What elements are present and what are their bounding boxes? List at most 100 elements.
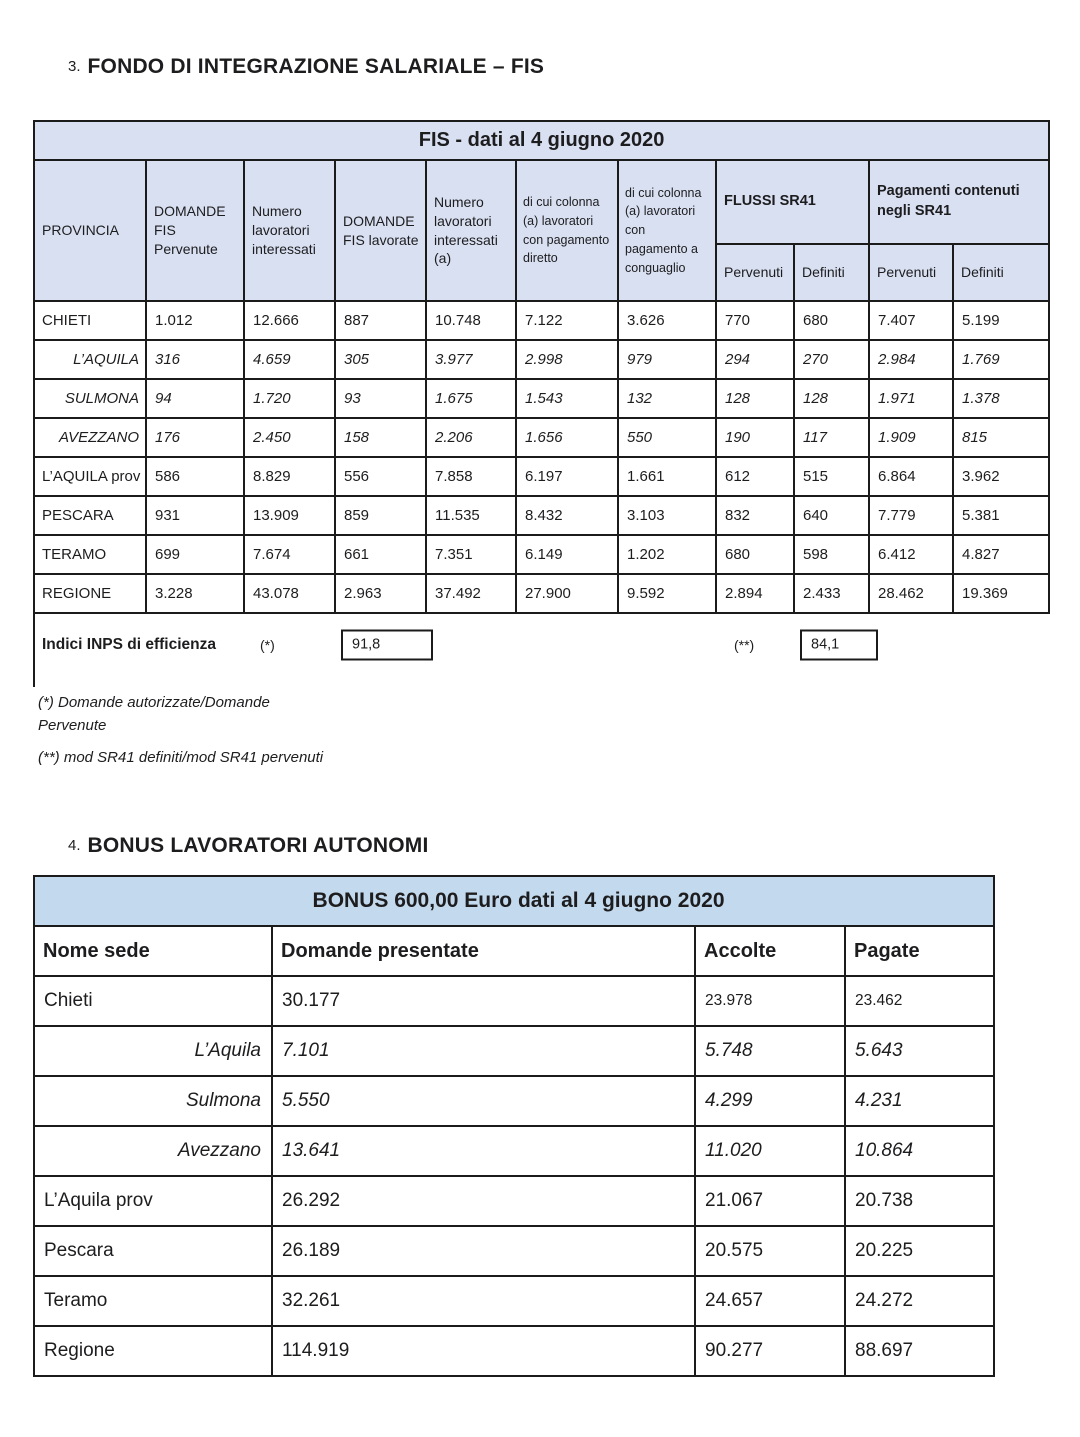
efficiency-indices-row: Indici INPS di efficienza (*) 91,8 (**) … bbox=[33, 603, 1048, 687]
col-header-flussi-pervenuti: Pervenuti bbox=[715, 243, 795, 302]
table-row: Teramo 32.261 24.657 24.272 bbox=[33, 1275, 996, 1327]
value-cell: 2.894 bbox=[715, 573, 795, 614]
value-cell: 6.197 bbox=[515, 456, 619, 497]
provincia-cell: L’AQUILA bbox=[33, 339, 147, 380]
value-cell: 24.272 bbox=[843, 1275, 996, 1327]
table-row: L’AQUILA prov 586 8.829 556 7.858 6.197 1.661 6… bbox=[33, 456, 1051, 497]
value-cell: 10.748 bbox=[425, 300, 517, 341]
col-header-pagamento-conguaglio: di cui colonna (a) lavoratori con pagame… bbox=[617, 159, 717, 302]
value-cell: 8.829 bbox=[243, 456, 336, 497]
value-cell: 640 bbox=[793, 495, 870, 536]
table-row: L’Aquila prov 26.292 21.067 20.738 bbox=[33, 1175, 996, 1227]
value-cell: 1.661 bbox=[617, 456, 717, 497]
value-cell: 979 bbox=[617, 339, 717, 380]
sede-cell: Sulmona bbox=[33, 1075, 273, 1127]
bonus-table-title: BONUS 600,00 Euro dati al 4 giugno 2020 bbox=[32, 875, 996, 927]
value-cell: 7.779 bbox=[868, 495, 954, 536]
table-row: SULMONA 94 1.720 93 1.675 1.543 132 128 128 1.971… bbox=[33, 378, 1051, 419]
value-cell: 7.101 bbox=[271, 1025, 696, 1077]
value-cell: 294 bbox=[715, 339, 795, 380]
star-note-2: (**) bbox=[734, 637, 755, 653]
efficiency-value-2: 84,1 bbox=[800, 629, 878, 661]
table-row: Regione 114.919 90.277 88.697 bbox=[33, 1325, 996, 1377]
sede-cell: Regione bbox=[33, 1325, 273, 1377]
footnote-star-line2: Pervenute bbox=[38, 717, 107, 734]
footnotes: (*) Domande autorizzate/Domande Pervenut… bbox=[38, 691, 323, 769]
section-3-title: FONDO DI INTEGRAZIONE SALARIALE – FIS bbox=[87, 55, 545, 78]
value-cell: 887 bbox=[334, 300, 427, 341]
bonus-table: BONUS 600,00 Euro dati al 4 giugno 2020 … bbox=[32, 875, 996, 1377]
table-row: AVEZZANO 176 2.450 158 2.206 1.656 550 190 117 1.… bbox=[33, 417, 1051, 458]
provincia-cell: SULMONA bbox=[33, 378, 147, 419]
value-cell: 612 bbox=[715, 456, 795, 497]
value-cell: 586 bbox=[145, 456, 245, 497]
value-cell: 815 bbox=[951, 417, 1051, 458]
section-4-number: 4. bbox=[68, 837, 81, 854]
value-cell: 3.103 bbox=[617, 495, 717, 536]
value-cell: 11.020 bbox=[694, 1125, 846, 1177]
sede-cell: Chieti bbox=[33, 975, 273, 1027]
table-row: Pescara 26.189 20.575 20.225 bbox=[33, 1225, 996, 1277]
col-header-numero-lavoratori: Numero lavoratori interessati bbox=[243, 159, 336, 302]
value-cell: 661 bbox=[334, 534, 427, 575]
value-cell: 5.550 bbox=[271, 1075, 696, 1127]
star-note-1: (*) bbox=[260, 637, 275, 653]
value-cell: 598 bbox=[793, 534, 870, 575]
table-row: REGIONE 3.228 43.078 2.963 37.492 27.900 9.592… bbox=[33, 573, 1051, 614]
provincia-cell: CHIETI bbox=[33, 300, 147, 341]
value-cell: 931 bbox=[145, 495, 245, 536]
value-cell: 1.720 bbox=[243, 378, 336, 419]
value-cell: 305 bbox=[334, 339, 427, 380]
value-cell: 550 bbox=[617, 417, 717, 458]
value-cell: 2.984 bbox=[868, 339, 954, 380]
group-header-pagamenti-sr41: Pagamenti contenuti negli SR41 bbox=[867, 159, 1051, 245]
col-header-domande-lavorate: DOMANDE FIS lavorate bbox=[334, 159, 427, 302]
value-cell: 1.378 bbox=[951, 378, 1051, 419]
col-header-domande-pervenute: DOMANDE FIS Pervenute bbox=[145, 159, 245, 302]
col-header-pagamento-diretto: di cui colonna (a) lavoratori con pagame… bbox=[515, 159, 619, 302]
value-cell: 28.462 bbox=[868, 573, 954, 614]
section-3-heading: 3. FONDO DI INTEGRAZIONE SALARIALE – FIS bbox=[68, 52, 544, 80]
value-cell: 23.462 bbox=[843, 975, 996, 1027]
col-header-numero-lavoratori-a: Numero lavoratori interessati (a) bbox=[425, 159, 517, 302]
value-cell: 3.962 bbox=[951, 456, 1051, 497]
value-cell: 515 bbox=[793, 456, 870, 497]
sede-cell: L’Aquila prov bbox=[33, 1175, 273, 1227]
section-4-heading: 4. BONUS LAVORATORI AUTONOMI bbox=[68, 831, 429, 859]
value-cell: 190 bbox=[715, 417, 795, 458]
value-cell: 13.641 bbox=[271, 1125, 696, 1177]
provincia-cell: PESCARA bbox=[33, 495, 147, 536]
value-cell: 5.748 bbox=[694, 1025, 846, 1077]
value-cell: 12.666 bbox=[243, 300, 336, 341]
value-cell: 90.277 bbox=[694, 1325, 846, 1377]
section-4-title: BONUS LAVORATORI AUTONOMI bbox=[87, 834, 429, 857]
value-cell: 37.492 bbox=[425, 573, 517, 614]
fis-table-body: CHIETI 1.012 12.666 887 10.748 7.122 3.626 770 6… bbox=[33, 300, 1051, 614]
value-cell: 93 bbox=[334, 378, 427, 419]
col-header-accolte: Accolte bbox=[694, 925, 846, 977]
value-cell: 4.827 bbox=[951, 534, 1051, 575]
table-row: PESCARA 931 13.909 859 11.535 8.432 3.103 832 64… bbox=[33, 495, 1051, 536]
value-cell: 1.656 bbox=[515, 417, 619, 458]
value-cell: 556 bbox=[334, 456, 427, 497]
value-cell: 176 bbox=[145, 417, 245, 458]
value-cell: 2.433 bbox=[793, 573, 870, 614]
footnote-doublestar: (**) mod SR41 definiti/mod SR41 pervenut… bbox=[38, 749, 324, 766]
value-cell: 3.977 bbox=[425, 339, 517, 380]
value-cell: 158 bbox=[334, 417, 427, 458]
sede-cell: Avezzano bbox=[33, 1125, 273, 1177]
value-cell: 2.998 bbox=[515, 339, 619, 380]
value-cell: 6.412 bbox=[868, 534, 954, 575]
value-cell: 128 bbox=[715, 378, 795, 419]
table-row: Avezzano 13.641 11.020 10.864 bbox=[33, 1125, 996, 1177]
provincia-cell: TERAMO bbox=[33, 534, 147, 575]
value-cell: 32.261 bbox=[271, 1275, 696, 1327]
fis-table: FIS - dati al 4 giugno 2020 PROVINCIA DO… bbox=[32, 120, 1051, 614]
value-cell: 11.535 bbox=[425, 495, 517, 536]
value-cell: 1.202 bbox=[617, 534, 717, 575]
value-cell: 24.657 bbox=[694, 1275, 846, 1327]
value-cell: 26.292 bbox=[271, 1175, 696, 1227]
value-cell: 128 bbox=[793, 378, 870, 419]
value-cell: 1.543 bbox=[515, 378, 619, 419]
table-row: Chieti 30.177 23.978 23.462 bbox=[33, 975, 996, 1027]
